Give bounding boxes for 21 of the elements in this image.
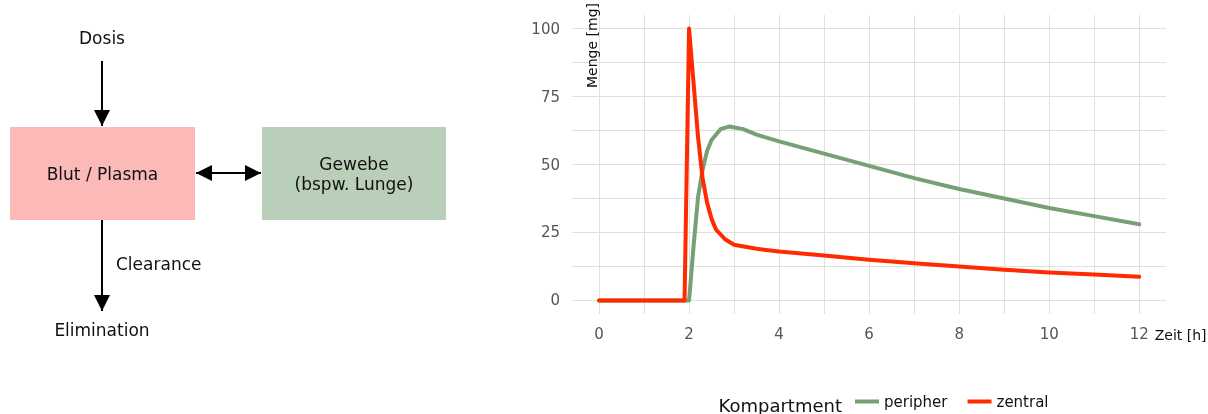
y-tick-label: 50: [540, 155, 560, 174]
x-tick-label: 10: [1039, 324, 1059, 343]
text: Elimination: [54, 320, 150, 340]
x-tick-label: 2: [684, 324, 694, 343]
y-tick-label: 0: [550, 291, 560, 310]
y-tick-label: 100: [531, 19, 560, 38]
x-tick-label: 8: [954, 324, 964, 343]
y-tick-label: 75: [540, 87, 560, 106]
legend-label: zentral: [996, 392, 1049, 411]
text: Blut / Plasma: [46, 163, 159, 184]
x-axis-title: Zeit [h]: [1154, 327, 1207, 344]
y-tick-label: 25: [540, 223, 560, 242]
x-tick-label: 4: [774, 324, 784, 343]
y-axis-title: Menge [mg]: [584, 3, 601, 88]
legend-label: peripher: [884, 392, 949, 411]
x-tick-label: 0: [594, 324, 604, 343]
text: Gewebe (bspw. Lunge): [294, 153, 414, 194]
text: Dosis: [79, 28, 125, 48]
text: Clearance: [116, 254, 202, 274]
x-tick-label: 12: [1129, 324, 1149, 343]
x-tick-label: 6: [864, 324, 874, 343]
